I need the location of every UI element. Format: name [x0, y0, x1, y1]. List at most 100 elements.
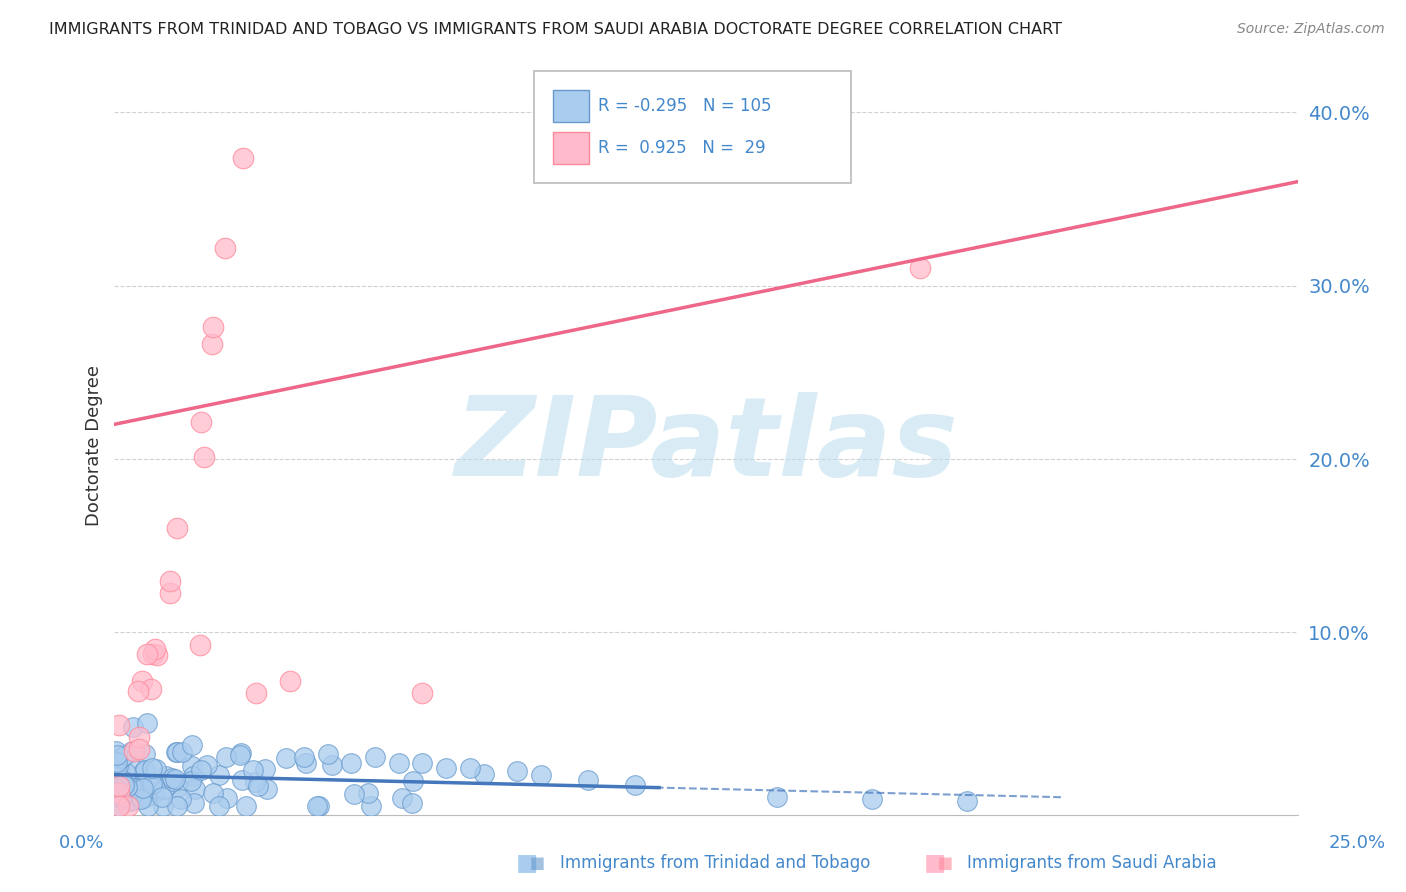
Point [202, 320, 225, 334]
Point [506, 764, 529, 779]
Point [316, 747, 339, 761]
Point [401, 796, 423, 810]
Y-axis label: Doctorate Degree: Doctorate Degree [86, 366, 103, 526]
Point [165, 745, 187, 759]
Point [121, 780, 143, 795]
Point [134, 747, 156, 761]
Point [143, 642, 166, 657]
Point [142, 777, 165, 791]
Point [235, 798, 257, 813]
Point [624, 778, 647, 792]
Point [112, 778, 135, 792]
Point [105, 744, 128, 758]
Point [195, 758, 218, 772]
Point [121, 779, 143, 793]
Point [128, 730, 150, 744]
Point [232, 151, 254, 165]
Point [159, 586, 181, 600]
Point [166, 798, 188, 813]
Point [135, 647, 157, 661]
Point [115, 779, 138, 793]
Point [107, 759, 129, 773]
Point [245, 686, 267, 700]
Point [146, 648, 169, 662]
Point [105, 755, 128, 769]
Point [229, 747, 252, 761]
Point [117, 798, 139, 813]
Text: Immigrants from Saudi Arabia: Immigrants from Saudi Arabia [967, 854, 1218, 871]
Text: IMMIGRANTS FROM TRINIDAD AND TOBAGO VS IMMIGRANTS FROM SAUDI ARABIA DOCTORATE DE: IMMIGRANTS FROM TRINIDAD AND TOBAGO VS I… [49, 22, 1062, 37]
Point [108, 771, 131, 785]
Point [108, 780, 131, 794]
Point [124, 759, 146, 773]
Point [112, 778, 135, 792]
Point [131, 781, 153, 796]
Point [247, 779, 270, 793]
Point [357, 786, 380, 800]
Point [120, 794, 142, 808]
Text: 25.0%: 25.0% [1329, 834, 1385, 852]
Point [391, 790, 413, 805]
Point [141, 777, 163, 791]
Point [190, 763, 212, 777]
Point [472, 767, 495, 781]
Point [256, 781, 278, 796]
Point [141, 761, 163, 775]
Point [127, 684, 149, 698]
Point [308, 798, 330, 813]
Point [122, 744, 145, 758]
Point [155, 769, 177, 783]
Point [340, 756, 363, 770]
Point [129, 789, 152, 804]
Point [134, 764, 156, 778]
Point [180, 774, 202, 789]
Point [128, 742, 150, 756]
Point [208, 768, 231, 782]
Point [132, 766, 155, 780]
Point [245, 775, 267, 789]
Point [118, 777, 141, 791]
Text: ZIPatlas: ZIPatlas [454, 392, 959, 500]
Point [231, 773, 253, 788]
Point [135, 716, 157, 731]
Point [183, 797, 205, 811]
Point [458, 761, 481, 775]
Point [307, 798, 329, 813]
Point [860, 792, 883, 806]
Point [110, 751, 132, 765]
Point [166, 745, 188, 759]
Point [166, 780, 188, 794]
Point [118, 781, 141, 796]
Point [143, 784, 166, 798]
Point [105, 747, 128, 762]
Text: ▪: ▪ [515, 846, 540, 880]
Point [190, 415, 212, 429]
Point [181, 758, 204, 772]
Point [152, 798, 174, 813]
Point [163, 772, 186, 786]
Point [114, 747, 136, 762]
Point [342, 787, 364, 801]
Text: R = -0.295   N = 105: R = -0.295 N = 105 [598, 97, 770, 115]
Point [121, 744, 143, 758]
Text: R =  0.925   N =  29: R = 0.925 N = 29 [598, 139, 765, 157]
Point [170, 792, 193, 806]
Point [108, 798, 131, 813]
Point [135, 790, 157, 805]
Point [108, 717, 131, 731]
Point [434, 761, 457, 775]
Point [132, 764, 155, 778]
Point [402, 773, 425, 788]
Point [201, 337, 224, 351]
Point [292, 750, 315, 764]
Point [105, 756, 128, 771]
Point [122, 793, 145, 807]
Point [184, 782, 207, 797]
Point [159, 574, 181, 588]
Point [170, 745, 193, 759]
Point [104, 780, 127, 794]
Point [188, 638, 211, 652]
Point [321, 757, 343, 772]
Point [181, 739, 204, 753]
Point [201, 786, 224, 800]
